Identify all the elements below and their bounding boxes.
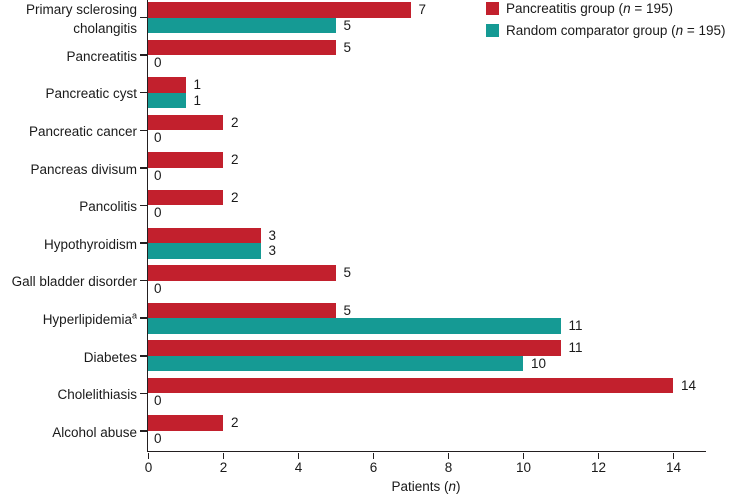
- x-tick-label: 14: [665, 460, 682, 475]
- x-tick: [522, 452, 525, 459]
- x-tick: [147, 452, 150, 459]
- bar-value-label-zero: 0: [154, 55, 162, 71]
- bar-pancreatitis-group-diabetes: [148, 340, 561, 356]
- bar-pancreatitis-group-hypothyroidism: [148, 227, 261, 243]
- y-tick: [139, 16, 147, 19]
- y-tick: [139, 279, 147, 282]
- bar-value-label-zero: 0: [154, 130, 162, 146]
- bar-value-label: 10: [531, 355, 547, 371]
- bar-value-label: 11: [568, 318, 583, 334]
- category-label-pancreatitis: Pancreatitis: [66, 48, 137, 64]
- x-tick: [297, 452, 300, 459]
- bar-pancreatitis-group-alcohol-abuse: [148, 415, 223, 431]
- y-tick: [139, 242, 147, 244]
- category-label-diabetes: Diabetes: [83, 349, 137, 365]
- bar-value-label: 2: [231, 114, 239, 130]
- x-tick-label: 6: [369, 460, 378, 475]
- bar-value-label-zero: 0: [154, 393, 162, 409]
- x-tick-label: 12: [590, 460, 607, 475]
- bar-comparator-group-diabetes: [148, 355, 523, 372]
- x-tick: [222, 452, 225, 459]
- bar-value-label: 14: [681, 377, 697, 393]
- bar-value-label-zero: 0: [154, 430, 162, 446]
- bar-value-label-zero: 0: [154, 167, 162, 183]
- bar-value-label: 5: [343, 302, 352, 318]
- legend-swatch-random-comparator-group: [486, 24, 499, 37]
- bar-value-label: 1: [193, 77, 202, 93]
- y-tick: [139, 54, 147, 56]
- x-tick-label: 0: [144, 460, 153, 475]
- y-tick: [139, 204, 147, 207]
- y-tick: [139, 430, 147, 432]
- y-tick: [139, 167, 147, 169]
- bar-comparator-group-hyperlipidemia: [148, 318, 561, 334]
- category-label-alcohol-abuse: Alcohol abuse: [52, 424, 137, 440]
- category-label-pancreatic-cancer: Pancreatic cancer: [28, 124, 137, 140]
- bar-comparator-group-pancreatic-cyst: [148, 92, 186, 109]
- bar-pancreatitis-group-gall-bladder-disorder: [148, 265, 336, 281]
- bar-pancreatitis-group-pancreatic-cancer: [148, 114, 223, 131]
- y-tick: [139, 317, 147, 319]
- bar-value-label: 2: [231, 152, 239, 168]
- category-label-pancreatic-cyst: Pancreatic cyst: [45, 86, 137, 102]
- category-label-cholelithiasis: Cholelithiasis: [57, 387, 137, 403]
- bar-pancreatitis-group-primary-sclerosing-cholangitis: [148, 2, 411, 18]
- bar-comparator-group-hypothyroidism: [148, 243, 261, 259]
- bar-pancreatitis-group-cholelithiasis: [148, 377, 673, 394]
- x-tick: [447, 452, 450, 459]
- bar-value-label: 5: [343, 265, 352, 281]
- category-label-pancolitis: Pancolitis: [79, 199, 137, 215]
- x-tick-label: 10: [515, 460, 532, 475]
- x-tick: [372, 452, 375, 459]
- bar-pancreatitis-group-pancreas-divisum: [148, 152, 223, 168]
- bar-value-label-zero: 0: [154, 205, 162, 221]
- y-tick: [139, 129, 147, 131]
- legend-swatch-pancreatitis-group: [486, 2, 499, 15]
- x-tick-label: 4: [294, 460, 303, 475]
- bar-pancreatitis-group-pancreatic-cyst: [148, 77, 186, 93]
- x-tick-label: 2: [219, 460, 228, 475]
- legend-item-random-comparator-group: Random comparator group (n = 195): [486, 23, 726, 38]
- bar-value-label: 3: [268, 227, 277, 243]
- y-tick: [139, 91, 147, 94]
- bar-value-label: 7: [418, 2, 427, 17]
- superscript-footnote-marker: a: [131, 310, 137, 321]
- bar-comparator-group-primary-sclerosing-cholangitis: [148, 17, 336, 33]
- y-tick: [139, 392, 147, 395]
- category-label-hypothyroidism: Hypothyroidism: [43, 236, 137, 252]
- bar-value-label: 2: [231, 415, 239, 431]
- legend: Pancreatitis group (n = 195) Random compa…: [486, 1, 726, 45]
- bar-value-label: 3: [268, 243, 277, 258]
- category-label-gall-bladder-disorder: Gall bladder disorder: [11, 274, 137, 290]
- x-tick: [672, 452, 675, 459]
- x-tick-label: 8: [444, 460, 453, 475]
- category-label-pancreas-divisum: Pancreas divisum: [30, 161, 137, 177]
- bar-pancreatitis-group-pancolitis: [148, 189, 223, 206]
- category-label-primary-sclerosing-cholangitis: Primary sclerosing cholangitis: [25, 1, 137, 36]
- x-axis-title: Patients (n): [391, 479, 461, 494]
- bar-value-label: 5: [343, 39, 352, 55]
- category-label-hyperlipidemia: Hyperlipidemiaa: [42, 310, 137, 327]
- bar-pancreatitis-group-pancreatitis: [148, 39, 336, 56]
- bar-value-label: 2: [231, 189, 239, 205]
- legend-label: Pancreatitis group (n = 195): [506, 1, 673, 16]
- x-tick: [597, 452, 600, 459]
- legend-item-pancreatitis-group: Pancreatitis group (n = 195): [486, 1, 726, 16]
- bar-pancreatitis-group-hyperlipidemia: [148, 302, 336, 319]
- bar-value-label: 5: [343, 17, 352, 33]
- legend-label: Random comparator group (n = 195): [506, 23, 726, 38]
- bar-value-label: 1: [193, 92, 202, 108]
- plot-area: 7 5 5 0 1 1 2 0 2 0 2 0 3 3 5 0 5 11 11 10 14 0 2 0: [147, 0, 706, 452]
- bar-value-label: 11: [568, 340, 583, 356]
- y-tick: [139, 355, 147, 357]
- bar-value-label-zero: 0: [154, 280, 162, 296]
